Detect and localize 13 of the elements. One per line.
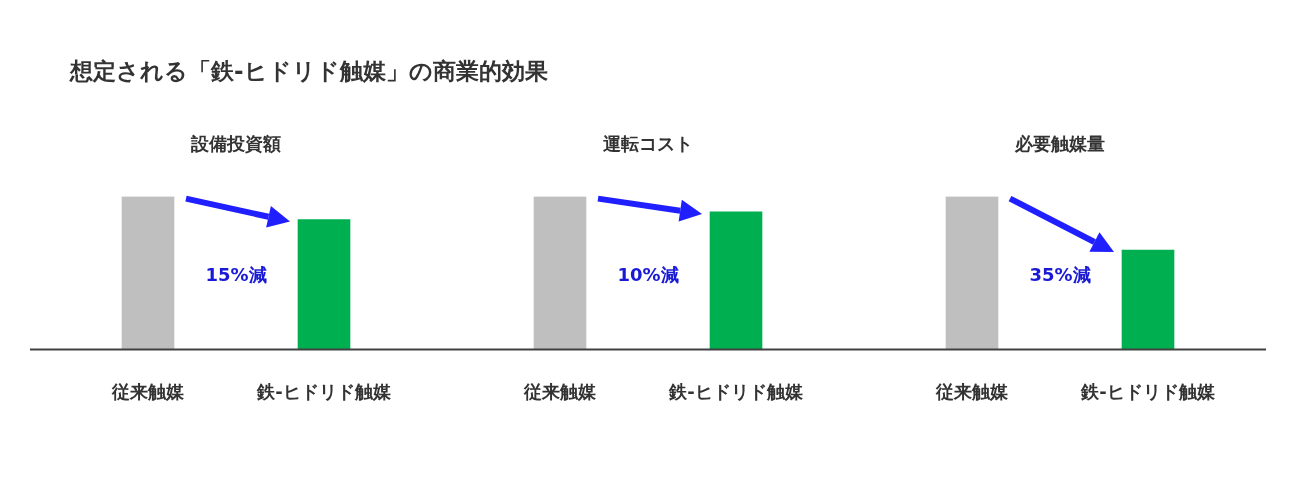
x-tick-label: 従来触媒: [111, 380, 185, 402]
x-tick-label: 鉄-ヒドリド触媒: [256, 380, 392, 402]
annotation: 10%減: [617, 263, 679, 285]
x-tick-label: 従来触媒: [935, 380, 1009, 402]
x-tick-label: 鉄-ヒドリド触媒: [1080, 380, 1216, 402]
x-tick-label: 鉄-ヒドリド触媒: [668, 380, 804, 402]
chart-title: 運転コスト: [602, 133, 693, 155]
chart-title: 必要触媒量: [1014, 133, 1105, 155]
annotation: 15%減: [205, 263, 267, 285]
annotation: 35%減: [1029, 263, 1091, 285]
x-tick-label: 従来触媒: [523, 380, 597, 402]
text: 想定される「鉄-ヒドリド触媒」の商業的効果: [70, 57, 548, 86]
chart-title: 設備投資額: [190, 133, 281, 155]
